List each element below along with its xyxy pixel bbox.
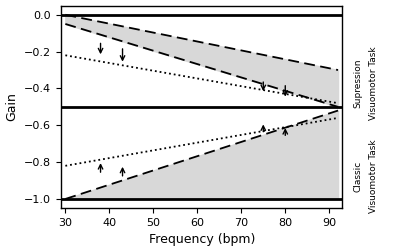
X-axis label: Frequency (bpm): Frequency (bpm) (148, 233, 255, 246)
Y-axis label: Gain: Gain (6, 92, 18, 121)
Text: Visuomotor Task: Visuomotor Task (370, 46, 378, 120)
Text: Classic: Classic (354, 161, 362, 192)
Text: Supression: Supression (354, 58, 362, 108)
Text: Visuomotor Task: Visuomotor Task (370, 140, 378, 213)
